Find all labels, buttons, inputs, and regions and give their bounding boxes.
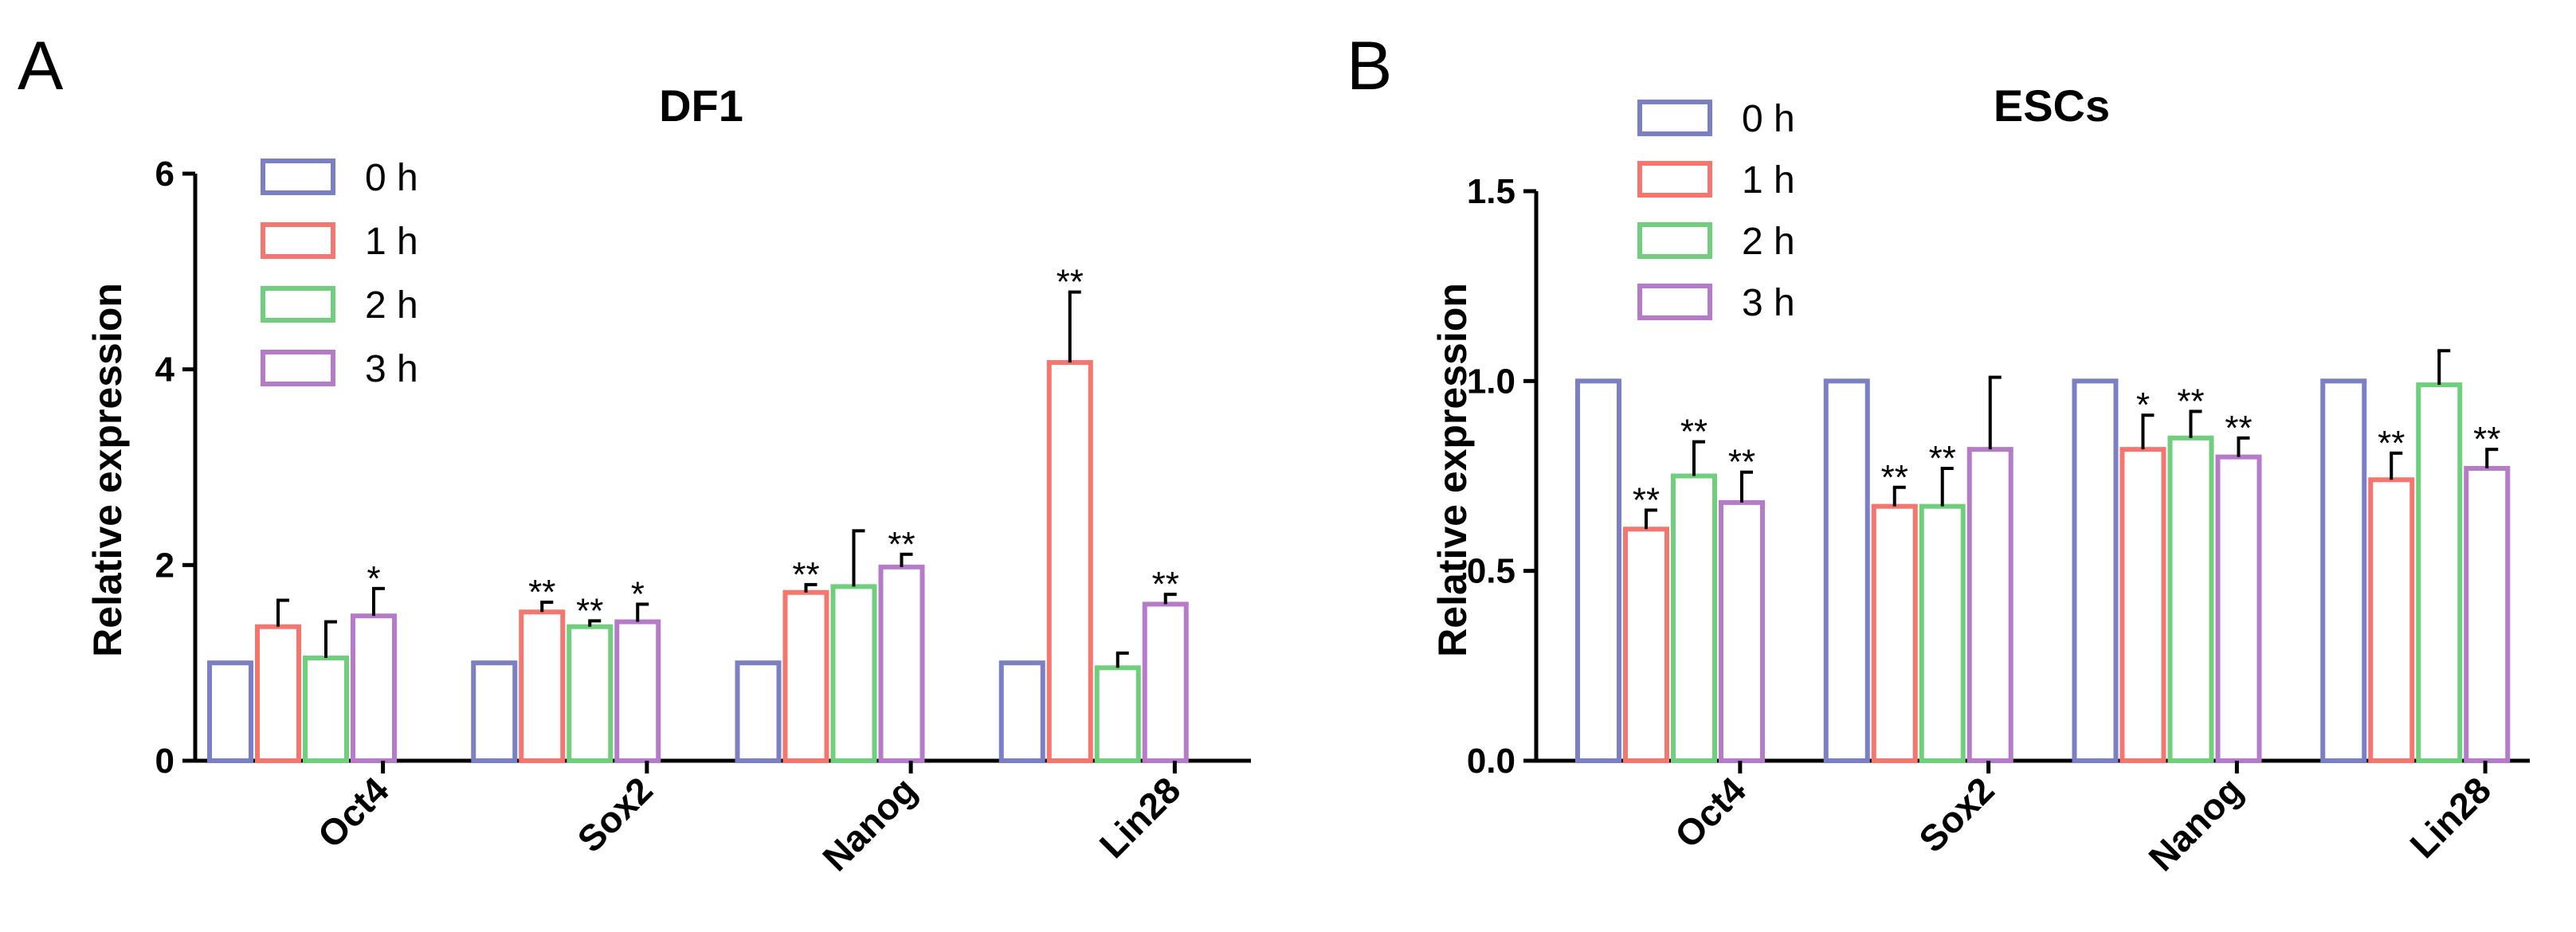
chart-a-significance-label: * — [367, 559, 380, 598]
chart-b-significance-label: ** — [1633, 480, 1660, 519]
chart-b-significance-label: ** — [1728, 443, 1755, 482]
chart-b-bar — [2464, 465, 2511, 763]
chart-a-bar — [614, 619, 661, 763]
chart-b-legend-swatch — [1637, 284, 1712, 320]
chart-b-bar — [2320, 378, 2367, 763]
chart-a-significance-label: ** — [888, 525, 915, 564]
chart-a-category-label: Lin28 — [1092, 769, 1189, 866]
chart-b-legend-label: 1 h — [1742, 159, 1795, 202]
chart-a-legend-label: 2 h — [365, 284, 418, 327]
chart-a-legend-swatch — [261, 222, 335, 259]
chart-a-bar — [567, 624, 614, 763]
chart-b-y-tick-label: 0.5 — [1467, 552, 1515, 591]
chart-b-bar — [1919, 503, 1966, 764]
chart-b-significance-label: ** — [2225, 409, 2252, 448]
chart-a-y-axis-label: Relative expression — [85, 283, 130, 657]
chart-b-bar — [2416, 382, 2463, 763]
chart-a-bar — [1094, 665, 1141, 764]
chart-b-category-label: Nanog — [2140, 769, 2250, 879]
chart-b-category-label: Oct4 — [1667, 769, 1754, 856]
chart-b-legend-swatch — [1637, 100, 1712, 136]
chart-b-significance-label: ** — [1680, 413, 1708, 452]
chart-a-significance-label: * — [631, 574, 645, 613]
chart-b-plot-area: 0.00.51.01.5******Oct4** **Sox2* ****Nanog… — [1467, 98, 2530, 879]
chart-a-bar — [1142, 601, 1189, 764]
chart-a-bar — [878, 564, 925, 763]
chart-b-bar — [1719, 499, 1765, 763]
chart-a-y-tick-label: 2 — [155, 546, 174, 585]
chart-a-y-tick-label: 0 — [155, 742, 174, 781]
chart-b-title: ESCs — [1994, 80, 2110, 131]
chart-a-category-label: Sox2 — [569, 769, 661, 860]
chart-b-bar — [1671, 473, 1717, 763]
chart-a-bar — [207, 660, 253, 764]
chart-b-bar — [2215, 454, 2262, 764]
chart-b-significance-label: * — [2136, 386, 2150, 425]
chart-a-category-label: Oct4 — [310, 769, 397, 856]
panel-letter-b: B — [1347, 28, 1392, 104]
chart-a-significance-label: ** — [576, 591, 603, 630]
chart-a-bar — [998, 660, 1045, 764]
chart-a-bar — [519, 609, 566, 763]
chart-a-significance-label: ** — [1057, 263, 1084, 302]
chart-b-y-axis-label: Relative expression — [1430, 283, 1475, 657]
chart-a-title: DF1 — [659, 80, 743, 131]
chart-b-y-tick-label: 1.5 — [1467, 172, 1515, 211]
chart-b-legend-label: 0 h — [1742, 98, 1795, 140]
chart-b-bar — [2072, 378, 2119, 763]
chart-a-bar — [351, 613, 397, 763]
chart-a-bar — [1046, 360, 1093, 763]
chart-a-bar — [471, 660, 518, 764]
chart-b-bar — [2167, 435, 2214, 763]
chart-b-y-tick-label: 1.0 — [1467, 362, 1515, 401]
chart-a-bar — [735, 660, 782, 764]
chart-a-y-tick-label: 4 — [155, 350, 175, 390]
chart-b-legend-swatch — [1637, 161, 1712, 198]
chart-a-legend-swatch — [261, 286, 335, 323]
chart-b-category-label: Sox2 — [1911, 769, 2002, 860]
chart-b-significance-label: ** — [2378, 424, 2405, 463]
chart-a-legend-swatch — [261, 350, 335, 386]
panel-letter-a: A — [18, 28, 64, 104]
chart-b-significance-label: ** — [2473, 420, 2500, 459]
chart-b-significance-label: ** — [1929, 439, 1956, 478]
chart-a-legend-label: 3 h — [365, 348, 418, 390]
chart-b-bar — [1871, 503, 1918, 764]
chart-a-legend-label: 0 h — [365, 157, 418, 199]
chart-a-bar — [303, 656, 349, 764]
chart-panel-b: B ESCs Relative expression 0.0 0.5 1.0 1.5 *… — [1347, 28, 2530, 879]
chart-b-bar — [2119, 447, 2166, 764]
chart-b-y-tick-label: 0.0 — [1467, 742, 1515, 781]
chart-a-significance-label: ** — [1152, 565, 1179, 604]
chart-a-significance-label: ** — [792, 555, 819, 594]
chart-b-category-label: Lin28 — [2402, 769, 2499, 866]
chart-a-bar — [255, 624, 301, 763]
chart-a-legend-label: 1 h — [365, 221, 418, 263]
chart-b-legend-swatch — [1637, 222, 1712, 259]
chart-a-significance-label: ** — [528, 573, 555, 612]
chart-a-bar — [782, 589, 829, 764]
chart-b-significance-label: ** — [2177, 382, 2204, 421]
chart-b-bar — [2368, 477, 2415, 763]
chart-b-bar — [1966, 447, 2013, 764]
chart-b-bar — [1823, 378, 1870, 763]
chart-b-significance-label: ** — [1881, 458, 1908, 497]
chart-a-bar — [830, 584, 877, 764]
chart-b-legend-label: 2 h — [1742, 221, 1795, 263]
chart-b-bar — [1623, 527, 1669, 763]
chart-b-legend-label: 3 h — [1742, 282, 1795, 324]
chart-a-y-tick-label: 6 — [155, 155, 174, 194]
chart-a-legend-swatch — [261, 159, 335, 195]
chart-b-bar — [1575, 378, 1621, 763]
chart-a-category-label: Nanog — [814, 769, 924, 879]
